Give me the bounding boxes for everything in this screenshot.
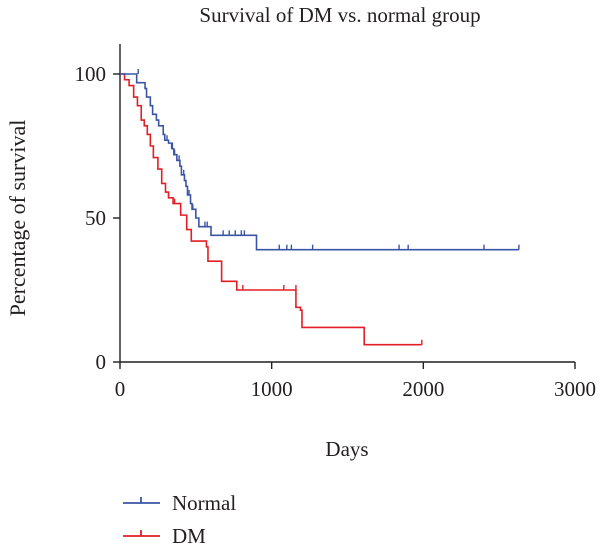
- x-ticks: 0 1000 2000 3000: [115, 362, 596, 401]
- x-tick-label: 3000: [554, 377, 596, 401]
- legend-item-normal: Normal: [123, 491, 236, 515]
- y-tick-label: 0: [96, 350, 107, 374]
- x-tick-label: 2000: [402, 377, 444, 401]
- legend: Normal DM: [123, 491, 236, 548]
- series-line-dm: [120, 73, 422, 346]
- y-ticks: 0 50 100: [75, 62, 120, 374]
- axes: [119, 44, 575, 363]
- y-tick-label: 50: [85, 206, 106, 230]
- series-layer: [120, 69, 520, 346]
- legend-item-dm: DM: [123, 524, 206, 548]
- y-tick-label: 100: [75, 62, 107, 86]
- chart-title: Survival of DM vs. normal group: [199, 3, 480, 27]
- series-line-normal: [120, 73, 519, 251]
- x-axis-label: Days: [325, 437, 368, 461]
- x-tick-label: 1000: [251, 377, 293, 401]
- x-tick-label: 0: [115, 377, 126, 401]
- y-axis-label: Percentage of survival: [5, 120, 30, 317]
- legend-label-dm: DM: [172, 524, 206, 548]
- legend-label-normal: Normal: [172, 491, 236, 515]
